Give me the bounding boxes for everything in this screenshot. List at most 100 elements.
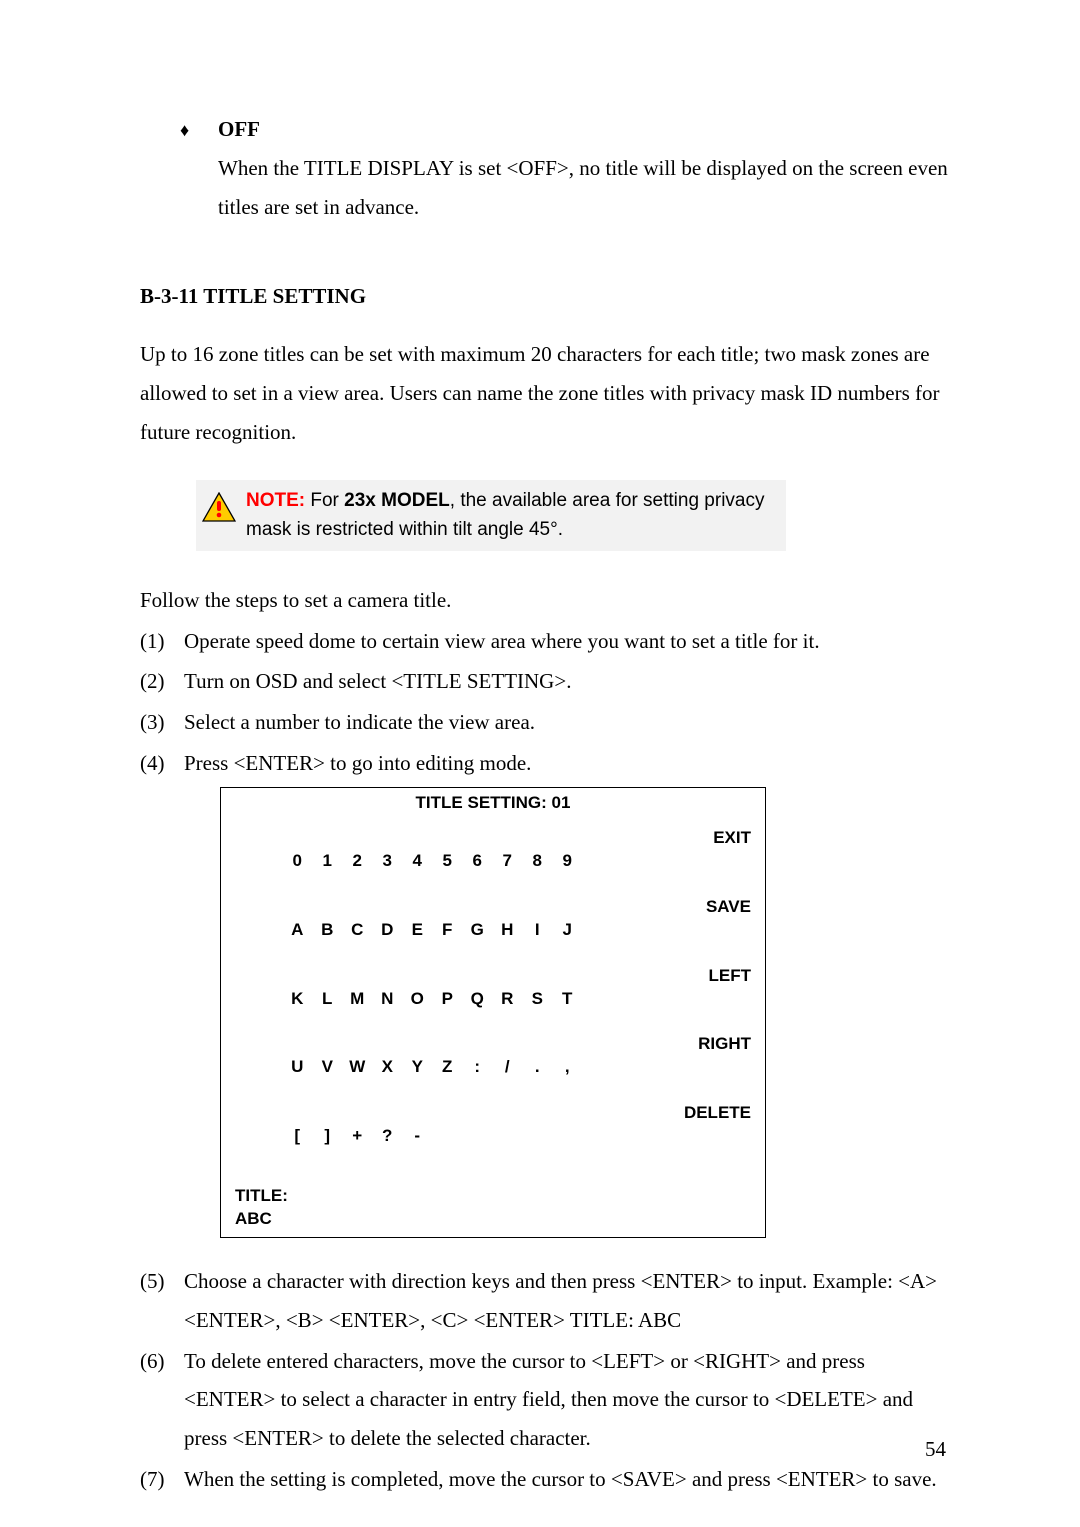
ts-cell: L <box>312 988 342 1011</box>
ts-grid-0: 0123456789 <box>235 827 582 896</box>
title-setting-wrap: TITLE SETTING: 01 0123456789 EXIT ABCDEF… <box>220 787 950 1238</box>
ts-cell: R <box>492 988 522 1011</box>
ts-cell: K <box>282 988 312 1011</box>
ts-cell: G <box>462 919 492 942</box>
ts-title-value: ABC <box>235 1208 751 1231</box>
ts-cell: Z <box>432 1056 462 1079</box>
ts-cell: 4 <box>402 850 432 873</box>
ts-cell: 9 <box>552 850 582 873</box>
step-3-text: Select a number to indicate the view are… <box>184 703 950 742</box>
note-text: NOTE: For 23x MODEL, the available area … <box>246 486 776 545</box>
warning-icon <box>202 492 236 522</box>
step-3: (3) Select a number to indicate the view… <box>140 703 950 742</box>
ts-side-delete: DELETE <box>582 1102 751 1171</box>
bullet-off-label: OFF <box>218 110 260 149</box>
ts-cell: V <box>312 1056 342 1079</box>
bullet-off-body: When the TITLE DISPLAY is set <OFF>, no … <box>218 149 950 227</box>
ts-cell: X <box>372 1056 402 1079</box>
ts-cell: 5 <box>432 850 462 873</box>
ts-cell: Y <box>402 1056 432 1079</box>
ts-side-left: LEFT <box>582 965 751 1034</box>
ts-cell: J <box>552 919 582 942</box>
step-5-num: (5) <box>140 1262 184 1340</box>
ts-row-4: []+?- DELETE <box>235 1102 751 1171</box>
ts-cell: S <box>522 988 552 1011</box>
note-middle: For <box>305 490 344 511</box>
ts-cell: 2 <box>342 850 372 873</box>
step-2-text: Turn on OSD and select <TITLE SETTING>. <box>184 662 950 701</box>
step-2: (2) Turn on OSD and select <TITLE SETTIN… <box>140 662 950 701</box>
note-model: 23x MODEL <box>344 490 450 511</box>
step-7-num: (7) <box>140 1460 184 1499</box>
ts-cell: 6 <box>462 850 492 873</box>
ts-cell: U <box>282 1056 312 1079</box>
step-4-text: Press <ENTER> to go into editing mode. <box>184 744 950 783</box>
step-4-num: (4) <box>140 744 184 783</box>
step-5: (5) Choose a character with direction ke… <box>140 1262 950 1340</box>
bullet-off-line: ♦ OFF <box>180 110 950 149</box>
page-number: 54 <box>925 1430 946 1469</box>
ts-grid-1: ABCDEFGHIJ <box>235 896 582 965</box>
step-6: (6) To delete entered characters, move t… <box>140 1342 950 1459</box>
step-6-text: To delete entered characters, move the c… <box>184 1342 950 1459</box>
ts-grid-2: KLMNOPQRST <box>235 965 582 1034</box>
spacer <box>140 1238 950 1260</box>
ts-row-3: UVWXYZ:/., RIGHT <box>235 1033 751 1102</box>
ts-cell: Q <box>462 988 492 1011</box>
note-box: NOTE: For 23x MODEL, the available area … <box>196 480 786 551</box>
ts-cell: M <box>342 988 372 1011</box>
step-2-num: (2) <box>140 662 184 701</box>
ts-cell: 8 <box>522 850 552 873</box>
ts-title-label: TITLE: <box>235 1185 751 1208</box>
ts-cell: 0 <box>282 850 312 873</box>
title-setting-box: TITLE SETTING: 01 0123456789 EXIT ABCDEF… <box>220 787 766 1238</box>
ts-cell: W <box>342 1056 372 1079</box>
step-1-num: (1) <box>140 622 184 661</box>
ts-cell: ] <box>312 1125 342 1148</box>
ts-cell: : <box>462 1056 492 1079</box>
step-5-text: Choose a character with direction keys a… <box>184 1262 950 1340</box>
note-prefix: NOTE: <box>246 490 305 511</box>
step-1-text: Operate speed dome to certain view area … <box>184 622 950 661</box>
ts-cell: C <box>342 919 372 942</box>
ts-cell: . <box>522 1056 552 1079</box>
step-1: (1) Operate speed dome to certain view a… <box>140 622 950 661</box>
ts-row-0: 0123456789 EXIT <box>235 827 751 896</box>
ts-cell: 3 <box>372 850 402 873</box>
page: ♦ OFF When the TITLE DISPLAY is set <OFF… <box>0 0 1080 1527</box>
ts-cell: 1 <box>312 850 342 873</box>
follow-lead: Follow the steps to set a camera title. <box>140 581 950 620</box>
ts-side-save: SAVE <box>582 896 751 965</box>
ts-cell: E <box>402 919 432 942</box>
ts-cell: H <box>492 919 522 942</box>
ts-cell: N <box>372 988 402 1011</box>
ts-cell: T <box>552 988 582 1011</box>
ts-side-exit: EXIT <box>582 827 751 896</box>
ts-cell: + <box>342 1125 372 1148</box>
ts-cell: [ <box>282 1125 312 1148</box>
step-6-num: (6) <box>140 1342 184 1459</box>
ts-row-1: ABCDEFGHIJ SAVE <box>235 896 751 965</box>
ts-cell: - <box>402 1125 432 1148</box>
ts-cell: O <box>402 988 432 1011</box>
intro-paragraph: Up to 16 zone titles can be set with max… <box>140 335 950 452</box>
ts-cell: P <box>432 988 462 1011</box>
step-7: (7) When the setting is completed, move … <box>140 1460 950 1499</box>
ts-cell: / <box>492 1056 522 1079</box>
ts-cell: 7 <box>492 850 522 873</box>
section-heading: B-3-11 TITLE SETTING <box>140 277 950 316</box>
ts-cell: A <box>282 919 312 942</box>
bullet-diamond-icon: ♦ <box>180 114 218 147</box>
ts-row-2: KLMNOPQRST LEFT <box>235 965 751 1034</box>
title-setting-header: TITLE SETTING: 01 <box>235 792 751 815</box>
ts-cell: D <box>372 919 402 942</box>
ts-cell: ? <box>372 1125 402 1148</box>
ts-cell: I <box>522 919 552 942</box>
ts-cell: B <box>312 919 342 942</box>
ts-cell: , <box>552 1056 582 1079</box>
step-4: (4) Press <ENTER> to go into editing mod… <box>140 744 950 783</box>
step-7-text: When the setting is completed, move the … <box>184 1460 950 1499</box>
ts-cell: F <box>432 919 462 942</box>
step-3-num: (3) <box>140 703 184 742</box>
ts-grid-3: UVWXYZ:/., <box>235 1033 582 1102</box>
